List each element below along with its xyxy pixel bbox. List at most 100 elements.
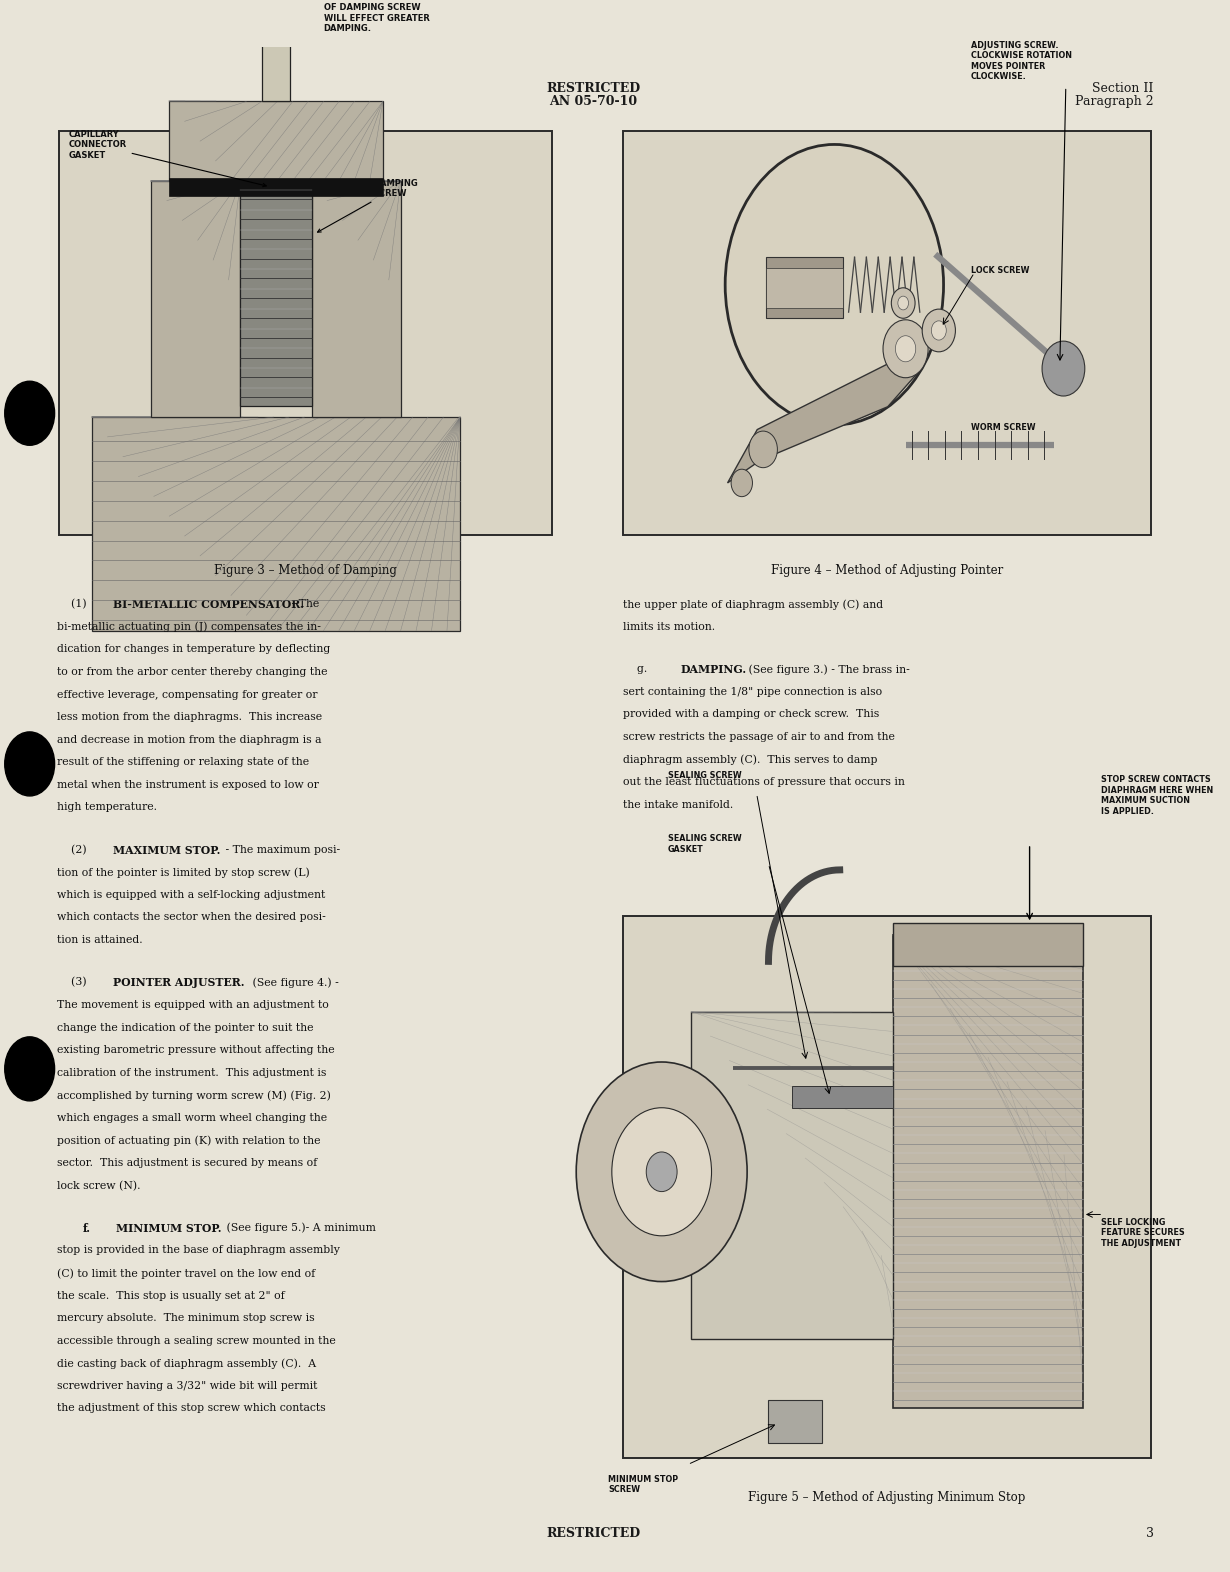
Text: calibration of the instrument.  This adjustment is: calibration of the instrument. This adju… [57, 1067, 326, 1078]
Bar [151, 181, 240, 417]
Text: screwdriver having a 3/32" wide bit will permit: screwdriver having a 3/32" wide bit will… [57, 1380, 317, 1391]
Circle shape [646, 1152, 676, 1192]
Bar [691, 1012, 893, 1339]
Circle shape [895, 336, 915, 362]
Text: Figure 3 – Method of Damping: Figure 3 – Method of Damping [214, 564, 397, 577]
Text: provided with a damping or check screw.  This: provided with a damping or check screw. … [624, 709, 879, 720]
Text: (See figure 3.) - The brass in-: (See figure 3.) - The brass in- [745, 665, 910, 674]
Bar [170, 102, 383, 181]
Text: STOP SCREW CONTACTS
DIAPHRAGM HERE WHEN
MAXIMUM SUCTION
IS APPLIED.: STOP SCREW CONTACTS DIAPHRAGM HERE WHEN … [1101, 775, 1213, 816]
Text: tion of the pointer is limited by stop screw (L): tion of the pointer is limited by stop s… [57, 868, 310, 877]
Text: BI-METALLIC COMPENSATOR.: BI-METALLIC COMPENSATOR. [113, 599, 304, 610]
Text: dication for changes in temperature by deflecting: dication for changes in temperature by d… [57, 645, 330, 654]
Text: f.: f. [84, 1223, 91, 1234]
Text: (1): (1) [57, 599, 93, 610]
Text: which is equipped with a self-locking adjustment: which is equipped with a self-locking ad… [57, 890, 325, 899]
Text: LOCK SCREW: LOCK SCREW [970, 266, 1030, 275]
Text: AN 05-70-10: AN 05-70-10 [550, 94, 637, 107]
Text: effective leverage, compensating for greater or: effective leverage, compensating for gre… [57, 690, 317, 700]
Bar [170, 178, 383, 196]
Text: accomplished by turning worm screw (M) (Fig. 2): accomplished by turning worm screw (M) (… [57, 1091, 331, 1100]
Circle shape [883, 319, 929, 377]
Bar [92, 417, 460, 630]
Circle shape [749, 431, 777, 468]
Circle shape [611, 1108, 711, 1236]
Text: WORM SCREW: WORM SCREW [970, 423, 1036, 432]
Text: (See figure 4.) -: (See figure 4.) - [250, 978, 339, 987]
Text: MINIMUM STOP.: MINIMUM STOP. [117, 1223, 221, 1234]
Text: diaphragm assembly (C).  This serves to damp: diaphragm assembly (C). This serves to d… [624, 755, 877, 766]
Text: Section II: Section II [1092, 82, 1154, 96]
Bar [769, 1401, 822, 1443]
Text: DAMPING
SCREW: DAMPING SCREW [317, 179, 418, 233]
Text: - The: - The [288, 599, 320, 610]
Text: RESTRICTED: RESTRICTED [546, 82, 641, 96]
Bar [59, 130, 552, 534]
Text: DAMPING.: DAMPING. [680, 665, 747, 676]
Text: 3: 3 [1145, 1526, 1154, 1541]
Circle shape [726, 145, 943, 424]
Text: stop is provided in the base of diaphragm assembly: stop is provided in the base of diaphrag… [57, 1245, 339, 1256]
Text: the intake manifold.: the intake manifold. [624, 800, 733, 810]
Text: out the least fluctuations of pressure that occurs in: out the least fluctuations of pressure t… [624, 777, 905, 788]
Text: SELF LOCKING
FEATURE SECURES
THE ADJUSTMENT: SELF LOCKING FEATURE SECURES THE ADJUSTM… [1101, 1218, 1184, 1248]
Text: g.: g. [624, 665, 654, 674]
Text: POINTER ADJUSTER.: POINTER ADJUSTER. [113, 978, 245, 989]
Circle shape [931, 321, 946, 340]
Bar [765, 267, 843, 308]
Text: limits its motion.: limits its motion. [624, 623, 715, 632]
Text: result of the stiffening or relaxing state of the: result of the stiffening or relaxing sta… [57, 758, 309, 767]
Text: accessible through a sealing screw mounted in the: accessible through a sealing screw mount… [57, 1336, 336, 1346]
Text: RESTRICTED: RESTRICTED [546, 1526, 641, 1541]
Text: Figure 5 – Method of Adjusting Minimum Stop: Figure 5 – Method of Adjusting Minimum S… [749, 1492, 1026, 1504]
Text: SEALING SCREW
GASKET: SEALING SCREW GASKET [668, 835, 742, 854]
Text: (3): (3) [57, 978, 93, 987]
Text: which contacts the sector when the desired posi-: which contacts the sector when the desir… [57, 912, 326, 923]
Bar [765, 258, 843, 318]
Text: the adjustment of this stop screw which contacts: the adjustment of this stop screw which … [57, 1404, 326, 1413]
Bar [624, 130, 1151, 534]
Text: less motion from the diaphragms.  This increase: less motion from the diaphragms. This in… [57, 712, 322, 722]
Circle shape [892, 288, 915, 318]
Circle shape [898, 296, 909, 310]
Text: Paragraph 2: Paragraph 2 [1075, 94, 1154, 107]
Text: and decrease in motion from the diaphragm is a: and decrease in motion from the diaphrag… [57, 734, 321, 745]
Text: CAPILLARY
CONNECTOR
GASKET: CAPILLARY CONNECTOR GASKET [69, 130, 266, 187]
Text: position of actuating pin (K) with relation to the: position of actuating pin (K) with relat… [57, 1135, 321, 1146]
Text: sector.  This adjustment is secured by means of: sector. This adjustment is secured by me… [57, 1159, 317, 1168]
Text: SEALING SCREW: SEALING SCREW [668, 772, 742, 780]
Text: Figure 4 – Method of Adjusting Pointer: Figure 4 – Method of Adjusting Pointer [771, 564, 1004, 577]
Text: lock screw (N).: lock screw (N). [57, 1181, 140, 1190]
Bar [792, 1086, 893, 1108]
Text: bi-metallic actuating pin (J) compensates the in-: bi-metallic actuating pin (J) compensate… [57, 623, 321, 632]
Circle shape [731, 468, 753, 497]
Text: (C) to limit the pointer travel on the low end of: (C) to limit the pointer travel on the l… [57, 1269, 315, 1278]
Text: high temperature.: high temperature. [57, 802, 157, 813]
Circle shape [1042, 341, 1085, 396]
Circle shape [5, 382, 54, 445]
Circle shape [922, 310, 956, 352]
Bar [311, 181, 401, 417]
Circle shape [576, 1063, 747, 1281]
Text: mercury absolute.  The minimum stop screw is: mercury absolute. The minimum stop screw… [57, 1313, 315, 1324]
Text: ADJUSTING SCREW.
CLOCKWISE ROTATION
MOVES POINTER
CLOCKWISE.: ADJUSTING SCREW. CLOCKWISE ROTATION MOVE… [970, 41, 1071, 82]
Bar [240, 181, 311, 407]
Text: screw restricts the passage of air to and from the: screw restricts the passage of air to an… [624, 733, 895, 742]
Text: MINIMUM STOP
SCREW: MINIMUM STOP SCREW [609, 1475, 679, 1493]
Bar [262, 0, 290, 102]
Text: (See figure 5.)- A minimum: (See figure 5.)- A minimum [223, 1223, 376, 1234]
Bar [893, 923, 1082, 965]
Polygon shape [728, 358, 918, 483]
Circle shape [5, 1038, 54, 1100]
Text: the upper plate of diaphragm assembly (C) and: the upper plate of diaphragm assembly (C… [624, 599, 883, 610]
Text: change the indication of the pointer to suit the: change the indication of the pointer to … [57, 1022, 314, 1033]
Text: the scale.  This stop is usually set at 2" of: the scale. This stop is usually set at 2… [57, 1291, 284, 1300]
Text: metal when the instrument is exposed to low or: metal when the instrument is exposed to … [57, 780, 319, 789]
Circle shape [5, 733, 54, 795]
Text: which engages a small worm wheel changing the: which engages a small worm wheel changin… [57, 1113, 327, 1122]
Text: (2): (2) [57, 844, 93, 855]
Text: die casting back of diaphragm assembly (C).  A: die casting back of diaphragm assembly (… [57, 1358, 316, 1369]
Bar [624, 916, 1151, 1457]
Text: existing barometric pressure without affecting the: existing barometric pressure without aff… [57, 1045, 335, 1055]
Text: The movement is equipped with an adjustment to: The movement is equipped with an adjustm… [57, 1000, 328, 1009]
